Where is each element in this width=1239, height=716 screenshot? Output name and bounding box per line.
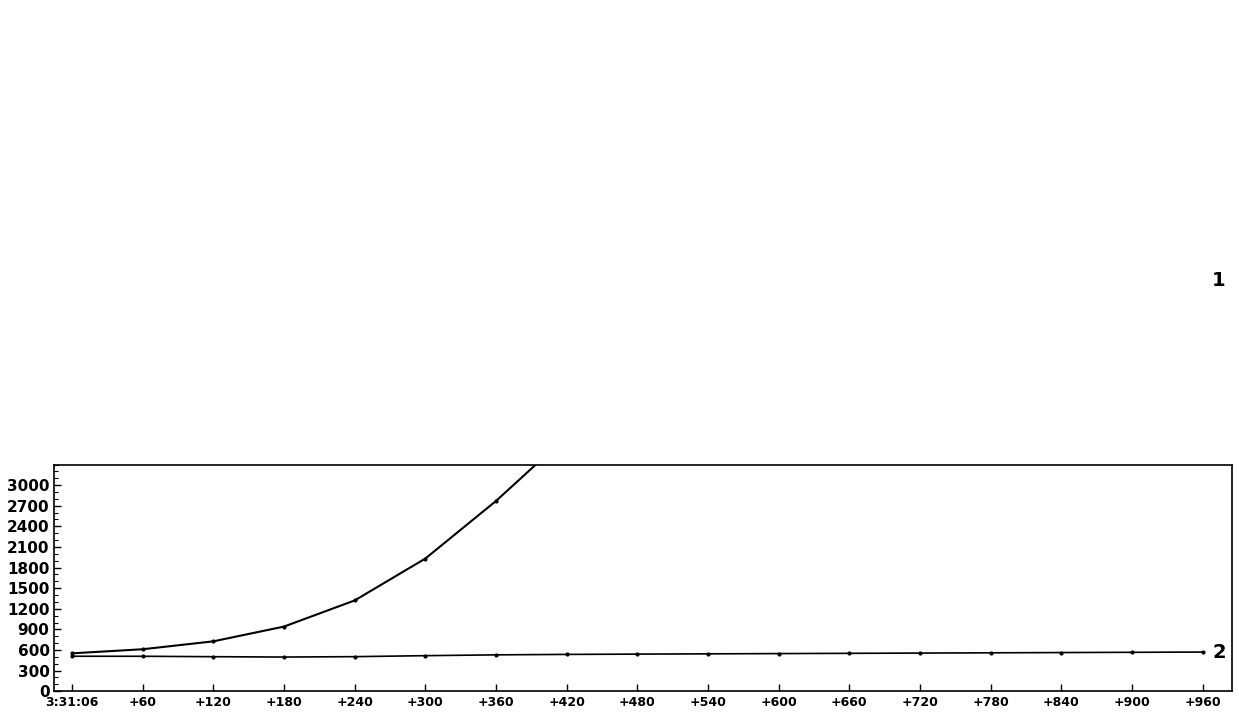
Text: 2: 2 bbox=[1212, 642, 1225, 662]
Text: 1: 1 bbox=[1212, 271, 1225, 290]
